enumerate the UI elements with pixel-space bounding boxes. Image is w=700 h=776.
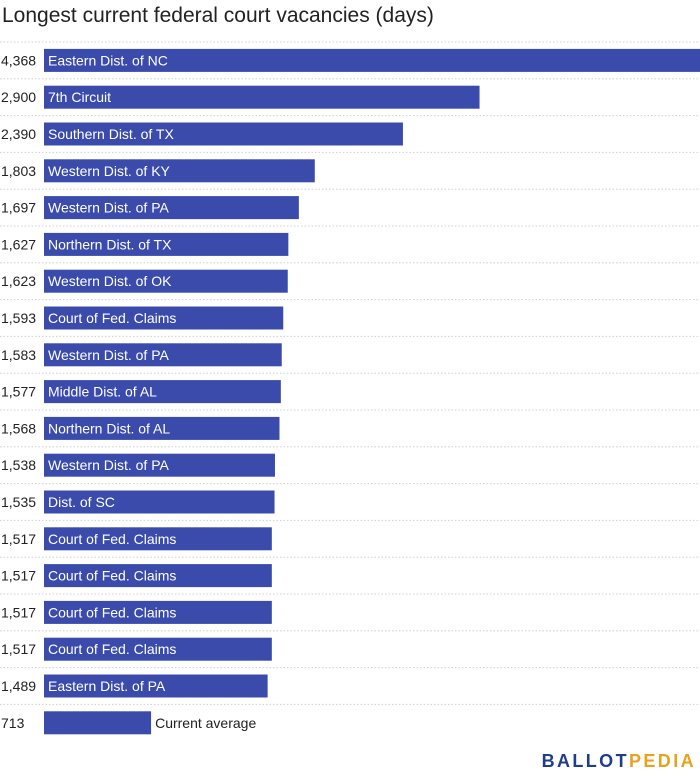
bar [44, 674, 268, 698]
logo-part-pedia: PEDIA [628, 751, 696, 771]
value-label: 2,900 [1, 89, 36, 105]
bar [44, 159, 315, 183]
category-label: Southern Dist. of TX [48, 126, 174, 142]
category-label: Eastern Dist. of PA [48, 678, 166, 694]
value-label: 1,489 [1, 678, 36, 694]
category-label: 7th Circuit [48, 89, 111, 105]
category-label: Northern Dist. of TX [48, 236, 172, 252]
bar [44, 380, 281, 404]
value-label: 2,390 [1, 126, 36, 142]
category-label: Western Dist. of PA [48, 347, 170, 363]
bar [44, 527, 272, 551]
value-label: 1,577 [1, 384, 36, 400]
bar [44, 637, 272, 661]
value-label: 1,517 [1, 604, 36, 620]
category-label: Western Dist. of OK [48, 273, 172, 289]
value-label: 1,535 [1, 494, 36, 510]
bar [44, 85, 480, 109]
category-label: Dist. of SC [48, 494, 115, 510]
value-label: 1,697 [1, 200, 36, 216]
bar [44, 600, 272, 624]
bar [44, 711, 152, 735]
bar [44, 306, 284, 330]
value-label: 1,517 [1, 568, 36, 584]
value-label: 1,803 [1, 163, 36, 179]
category-label: Northern Dist. of AL [48, 420, 170, 436]
bar [44, 416, 280, 440]
category-label: Western Dist. of KY [48, 163, 171, 179]
bar [44, 453, 275, 477]
bar [44, 196, 299, 220]
value-label: 1,517 [1, 531, 36, 547]
category-label: Western Dist. of PA [48, 457, 170, 473]
bar [44, 48, 700, 72]
bar [44, 269, 288, 293]
value-label: 1,627 [1, 236, 36, 252]
bar [44, 343, 282, 367]
value-label: 1,583 [1, 347, 36, 363]
category-label: Middle Dist. of AL [48, 384, 157, 400]
value-label: 1,623 [1, 273, 36, 289]
value-label: 1,568 [1, 420, 36, 436]
value-label: 1,538 [1, 457, 36, 473]
category-label: Western Dist. of PA [48, 200, 170, 216]
category-label: Current average [155, 715, 256, 731]
chart-title: Longest current federal court vacancies … [2, 4, 434, 27]
bar-chart: 4,368 Eastern Dist. of NC 2,900 7th Circuit… [0, 41, 700, 735]
category-label: Court of Fed. Claims [48, 310, 176, 326]
bar [44, 232, 289, 256]
category-label: Court of Fed. Claims [48, 604, 176, 620]
category-label: Court of Fed. Claims [48, 568, 176, 584]
bar [44, 122, 403, 146]
value-label: 4,368 [1, 52, 36, 68]
ballotpedia-logo: BALLOTPEDIA [542, 752, 696, 770]
category-label: Court of Fed. Claims [48, 531, 176, 547]
value-label: 1,517 [1, 641, 36, 657]
bar [44, 490, 275, 514]
category-label: Court of Fed. Claims [48, 641, 176, 657]
logo-part-ballot: BALLOT [541, 751, 629, 771]
category-label: Eastern Dist. of NC [48, 52, 168, 68]
value-label: 1,593 [1, 310, 36, 326]
value-label: 713 [1, 715, 25, 731]
bar [44, 564, 272, 588]
